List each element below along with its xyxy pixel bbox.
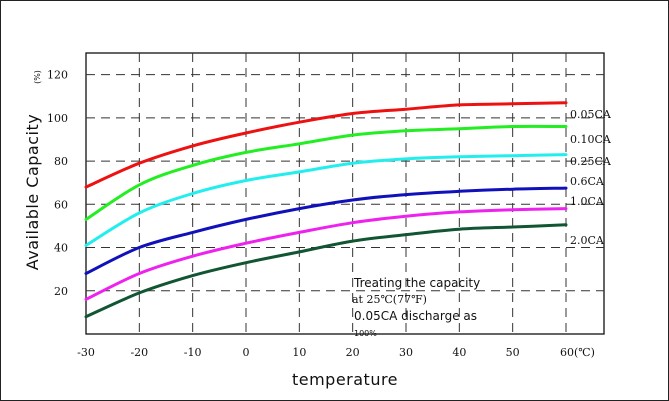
series-line-2.0CA [84, 223, 568, 319]
series-lines [84, 101, 568, 319]
series-label: 0.05CA [570, 108, 612, 121]
series-labels: 0.05CA 0.10CA 0.25CA 0.6CA 1.0CA 2.0CA [570, 108, 612, 247]
y-axis-unit: (%) [33, 70, 42, 84]
x-tick-label: 50 [506, 346, 520, 359]
plot-area [85, 52, 605, 335]
series-line-0.10CA [84, 124, 568, 221]
series-line-0.05CA [84, 101, 568, 189]
annotation-note: Treating the capacity at 25℃(77℉) 0.05CA… [352, 276, 480, 338]
series-label: 2.0CA [570, 234, 605, 247]
series-line-1.0CA [84, 207, 568, 301]
series-line-0.25CA [84, 153, 568, 247]
y-tick-label: 120 [47, 69, 68, 82]
x-tick-label: 10 [292, 346, 306, 359]
series-label: 1.0CA [570, 195, 605, 208]
x-axis-title: temperature [292, 370, 398, 389]
x-tick-label: 30 [399, 346, 413, 359]
x-tick-labels: -30 -20 -10 0 10 20 30 40 50 60(℃) [77, 346, 595, 359]
annotation-line-4: 100% [354, 329, 377, 338]
x-tick-label: 40 [452, 346, 466, 359]
series-label: 0.10CA [570, 133, 612, 146]
x-tick-label: 0 [243, 346, 250, 359]
x-tick-label: 60(℃) [560, 346, 595, 359]
y-tick-labels: 20 40 60 80 100 120 [47, 69, 68, 298]
series-line-0.6CA [84, 186, 568, 275]
annotation-line-1: Treating the capacity [353, 276, 480, 290]
y-axis-title: Available Capacity [23, 114, 42, 270]
y-tick-label: 80 [54, 155, 68, 168]
y-tick-label: 40 [54, 242, 68, 255]
y-tick-label: 60 [54, 198, 68, 211]
x-tick-label: -20 [130, 346, 148, 359]
series-label: 0.25CA [570, 155, 612, 168]
x-tick-label: -10 [184, 346, 202, 359]
x-tick-label: 20 [346, 346, 360, 359]
annotation-line-3: 0.05CA discharge as [354, 309, 477, 323]
y-tick-label: 100 [47, 112, 68, 125]
series-label: 0.6CA [570, 175, 605, 188]
x-tick-label: -30 [77, 346, 95, 359]
y-tick-label: 20 [54, 285, 68, 298]
annotation-line-2: at 25℃(77℉) [352, 293, 427, 306]
